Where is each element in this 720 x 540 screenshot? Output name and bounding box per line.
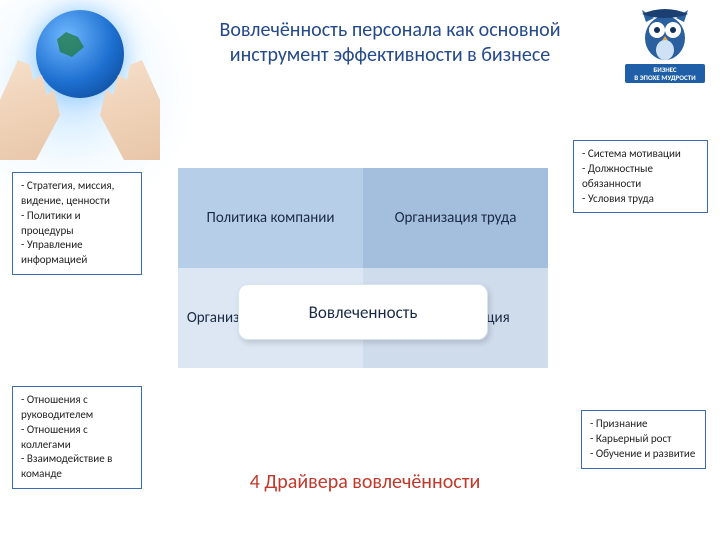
callout-top-right: - Система мотивации - Должностные обязан… [573,140,708,213]
page-title: Вовлечённость персонала как основной инс… [170,18,610,68]
owl-icon [638,8,692,62]
callout-br-text: - Признание - Карьерный рост - Обучение … [590,417,695,460]
owl-logo: БИЗНЕС В ЭПОХЕ МУДРОСТИ [625,8,705,83]
logo-text-2: В ЭПОХЕ МУДРОСТИ [634,73,695,82]
callout-tr-text: - Система мотивации - Должностные обязан… [582,147,681,205]
callout-bottom-left: - Отношения с руководителем - Отношения … [12,386,142,489]
callout-bl-text: - Отношения с руководителем - Отношения … [21,393,112,480]
globe-icon [36,10,124,98]
cell-tr-label: Организация труда [395,209,517,227]
logo-banner: БИЗНЕС В ЭПОХЕ МУДРОСТИ [625,64,705,83]
matrix-cell-organization: Организация труда [363,168,548,268]
matrix-center-pill: Вовлеченность [238,284,488,340]
callout-tl-text: - Стратегия, миссия, видение, ценности -… [21,179,114,266]
callout-bottom-right: - Признание - Карьерный рост - Обучение … [581,410,706,469]
callout-top-left: - Стратегия, миссия, видение, ценности -… [12,172,142,275]
drivers-matrix: Политика компании Организация труда Орга… [178,168,548,458]
cell-tl-label: Политика компании [207,209,335,227]
matrix-cell-policy: Политика компании [178,168,363,268]
center-label: Вовлеченность [309,302,418,323]
subtitle: 4 Драйвера вовлечённости [200,470,530,494]
hands-globe-illustration [0,0,170,180]
